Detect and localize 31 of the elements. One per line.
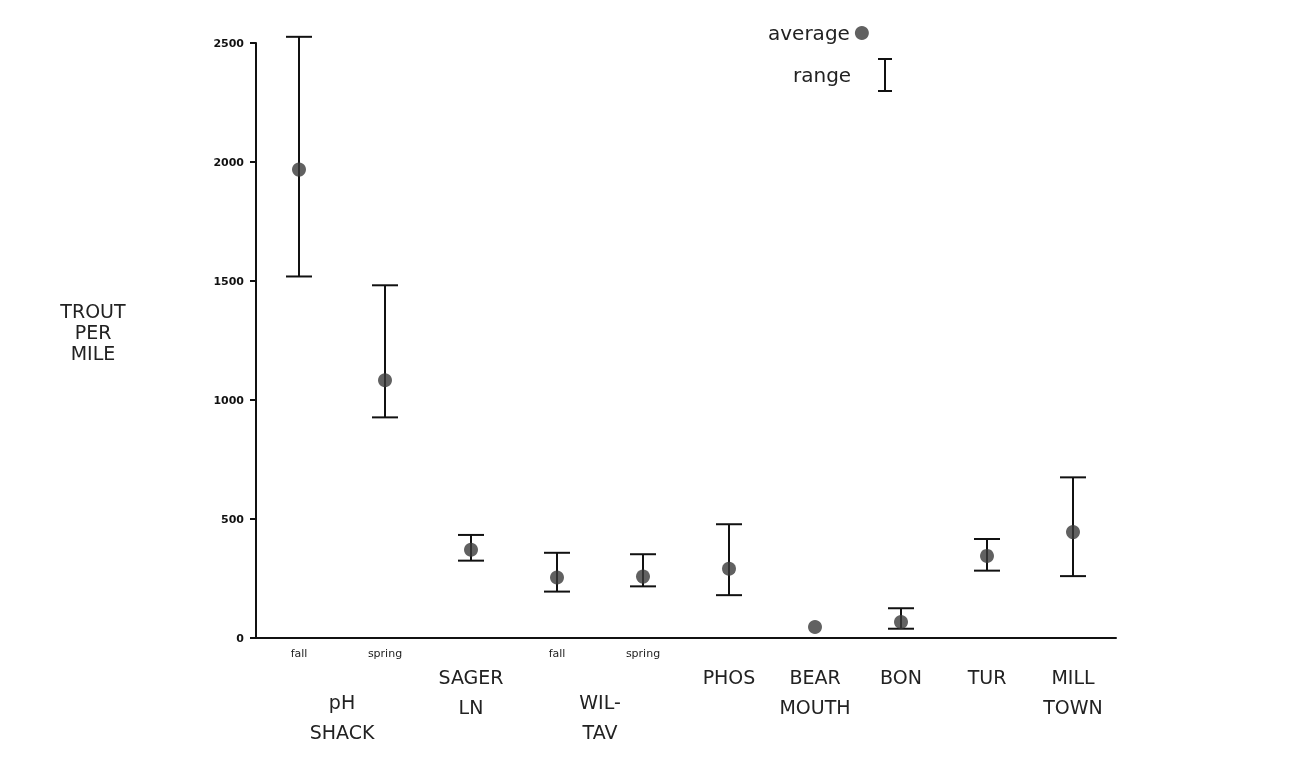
text: pH SHACK bbox=[309, 691, 375, 743]
x-tick-label: BON bbox=[880, 666, 922, 688]
y-tick-label: 0 bbox=[236, 631, 245, 645]
point bbox=[980, 548, 994, 563]
x-tick-label: fall bbox=[548, 647, 566, 660]
x-tick-label: SAGER LN bbox=[438, 666, 504, 718]
y-tick-label: 1500 bbox=[213, 274, 245, 288]
point bbox=[722, 561, 736, 576]
point bbox=[894, 615, 908, 630]
annotation: range bbox=[793, 63, 852, 87]
x-tick-label: fall bbox=[290, 647, 308, 660]
legend-label: average bbox=[768, 21, 850, 45]
x-tick-label: TUR bbox=[966, 666, 1007, 688]
y-tick-label: 2500 bbox=[213, 36, 245, 50]
x-tick-label: MILL TOWN bbox=[1042, 666, 1103, 718]
point bbox=[636, 569, 650, 584]
y-tick-label: 500 bbox=[221, 512, 245, 526]
x-tick-label: spring bbox=[625, 647, 661, 660]
point bbox=[808, 620, 822, 635]
point bbox=[550, 570, 564, 585]
point bbox=[378, 373, 392, 388]
y-tick-label: 2000 bbox=[213, 155, 245, 169]
x-tick-label: spring bbox=[367, 647, 403, 660]
point bbox=[464, 542, 478, 557]
y-tick-label: 1000 bbox=[213, 393, 245, 407]
y-axis-title: TROUT PER MILE bbox=[59, 300, 127, 364]
x-tick-label: BEAR MOUTH bbox=[779, 666, 851, 718]
text: WIL-TAV bbox=[579, 691, 621, 743]
point bbox=[1066, 525, 1080, 540]
point bbox=[292, 162, 306, 177]
x-tick-label: PHOS bbox=[702, 666, 756, 688]
